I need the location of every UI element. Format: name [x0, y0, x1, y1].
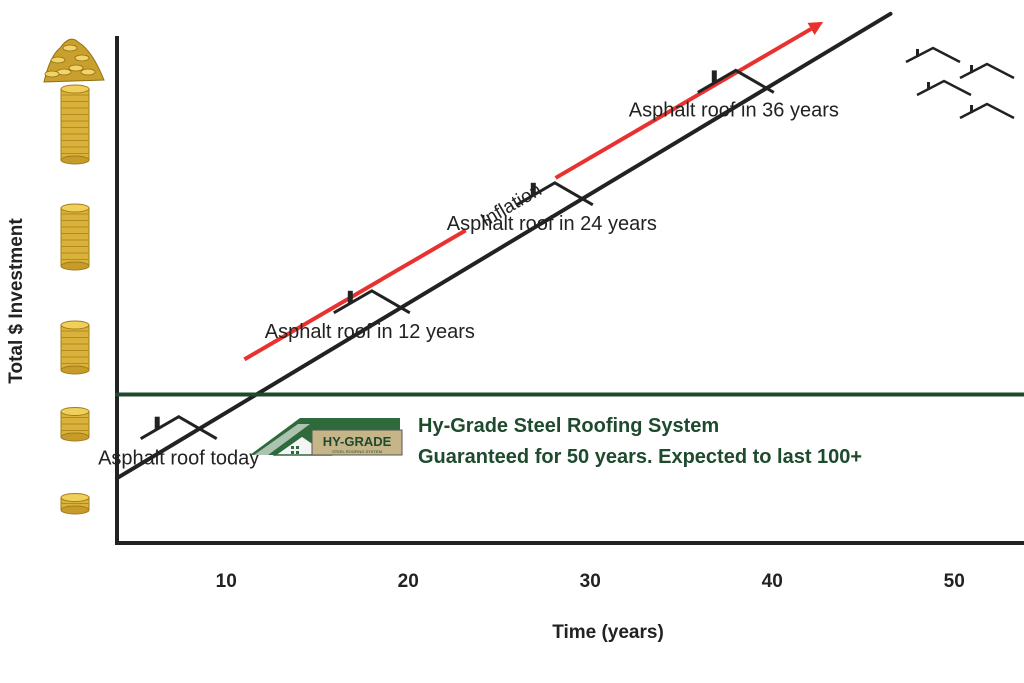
series-layer	[115, 11, 1024, 481]
x-tick-labels: 10 20 30 40 50	[216, 571, 965, 592]
house-cluster-icon	[905, 46, 1015, 120]
coin-stack-icon	[60, 84, 90, 165]
house-outline-icon	[333, 289, 411, 315]
y-axis-title: Total $ Investment	[6, 218, 27, 384]
annotation-label: Asphalt roof in 36 years	[629, 99, 839, 121]
x-tick-label: 40	[762, 571, 783, 592]
steel-roof-guarantee: Guaranteed for 50 years. Expected to las…	[418, 446, 862, 468]
x-axis-title: Time (years)	[552, 622, 664, 643]
coin-stack-icon	[60, 407, 90, 442]
house-outline-icon	[139, 414, 218, 440]
logo-subtext: STEEL ROOFING SYSTEM	[332, 449, 382, 454]
coin-stack-icon	[60, 320, 90, 375]
x-tick-label: 20	[398, 571, 419, 592]
x-tick-label: 30	[580, 571, 601, 592]
house-outline-icon	[697, 68, 775, 94]
hy-grade-logo: HY-GRADE STEEL ROOFING SYSTEM	[250, 418, 403, 456]
small-house-icon	[905, 46, 961, 64]
coin-column	[43, 38, 105, 515]
steel-roof-title: Hy-Grade Steel Roofing System	[418, 415, 719, 437]
small-house-icon	[959, 102, 1015, 120]
x-tick-label: 10	[216, 571, 237, 592]
logo-text: HY-GRADE	[323, 434, 392, 449]
small-house-icon	[959, 62, 1015, 80]
x-tick-label: 50	[944, 571, 965, 592]
annotation-label: Asphalt roof in 12 years	[265, 321, 475, 343]
series-line	[115, 11, 893, 481]
small-house-icon	[916, 79, 972, 97]
gold-pile-icon	[43, 38, 105, 83]
annotation-label: Asphalt roof in 24 years	[447, 213, 657, 235]
house-markers	[139, 68, 775, 440]
coin-stack-icon	[60, 493, 90, 515]
annotation-label: Asphalt roof today	[98, 448, 259, 470]
coin-stack-icon	[60, 203, 90, 271]
house-outline-icon	[516, 181, 594, 207]
annotation-labels: Asphalt roof today Asphalt roof in 12 yea…	[98, 99, 839, 469]
